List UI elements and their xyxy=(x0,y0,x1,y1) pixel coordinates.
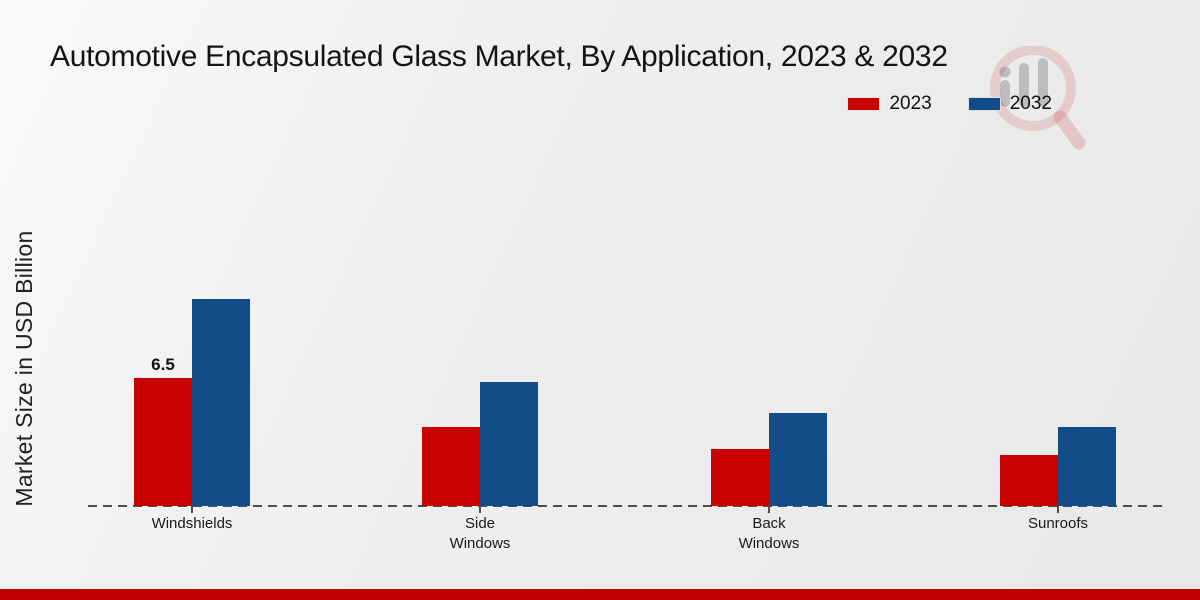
category-label-windshields: Windshields xyxy=(151,515,233,532)
category-label-sunroofs: Sunroofs xyxy=(1027,515,1089,532)
bar-2023-back-windows xyxy=(711,449,769,506)
legend-item-2032: 2032 xyxy=(967,93,1052,115)
bar-2032-windshields xyxy=(192,299,250,506)
chart-title: Automotive Encapsulated Glass Market, By… xyxy=(50,40,948,73)
legend-swatch-2023-icon xyxy=(847,97,881,111)
x-axis-tick-windshields xyxy=(191,506,193,513)
bar-2023-windshields xyxy=(134,378,192,506)
category-label-side-windows: Side Windows xyxy=(449,515,511,552)
bar-2032-back-windows xyxy=(769,413,827,506)
bar-2023-side-windows xyxy=(422,427,480,506)
bar-2032-sunroofs xyxy=(1058,427,1116,506)
legend-label-2032: 2032 xyxy=(1009,93,1052,114)
magnifier-bar-chart-watermark-icon xyxy=(990,46,1086,150)
x-axis-tick-side-windows xyxy=(479,506,481,513)
footer-accent-bar xyxy=(0,589,1200,600)
x-axis-baseline xyxy=(88,505,1163,507)
value-label-2023-windshields: 6.5 xyxy=(151,355,175,374)
legend-label-2023: 2023 xyxy=(889,93,932,114)
legend-item-2023: 2023 xyxy=(847,93,932,115)
x-axis-tick-sunroofs xyxy=(1057,506,1059,513)
legend-swatch-2032-icon xyxy=(967,97,1001,111)
bar-2023-sunroofs xyxy=(1000,455,1058,506)
bar-2032-side-windows xyxy=(480,382,538,506)
legend: 2023 2032 xyxy=(847,93,1052,115)
x-axis-tick-back-windows xyxy=(768,506,770,513)
category-label-back-windows: Back Windows xyxy=(738,515,800,552)
